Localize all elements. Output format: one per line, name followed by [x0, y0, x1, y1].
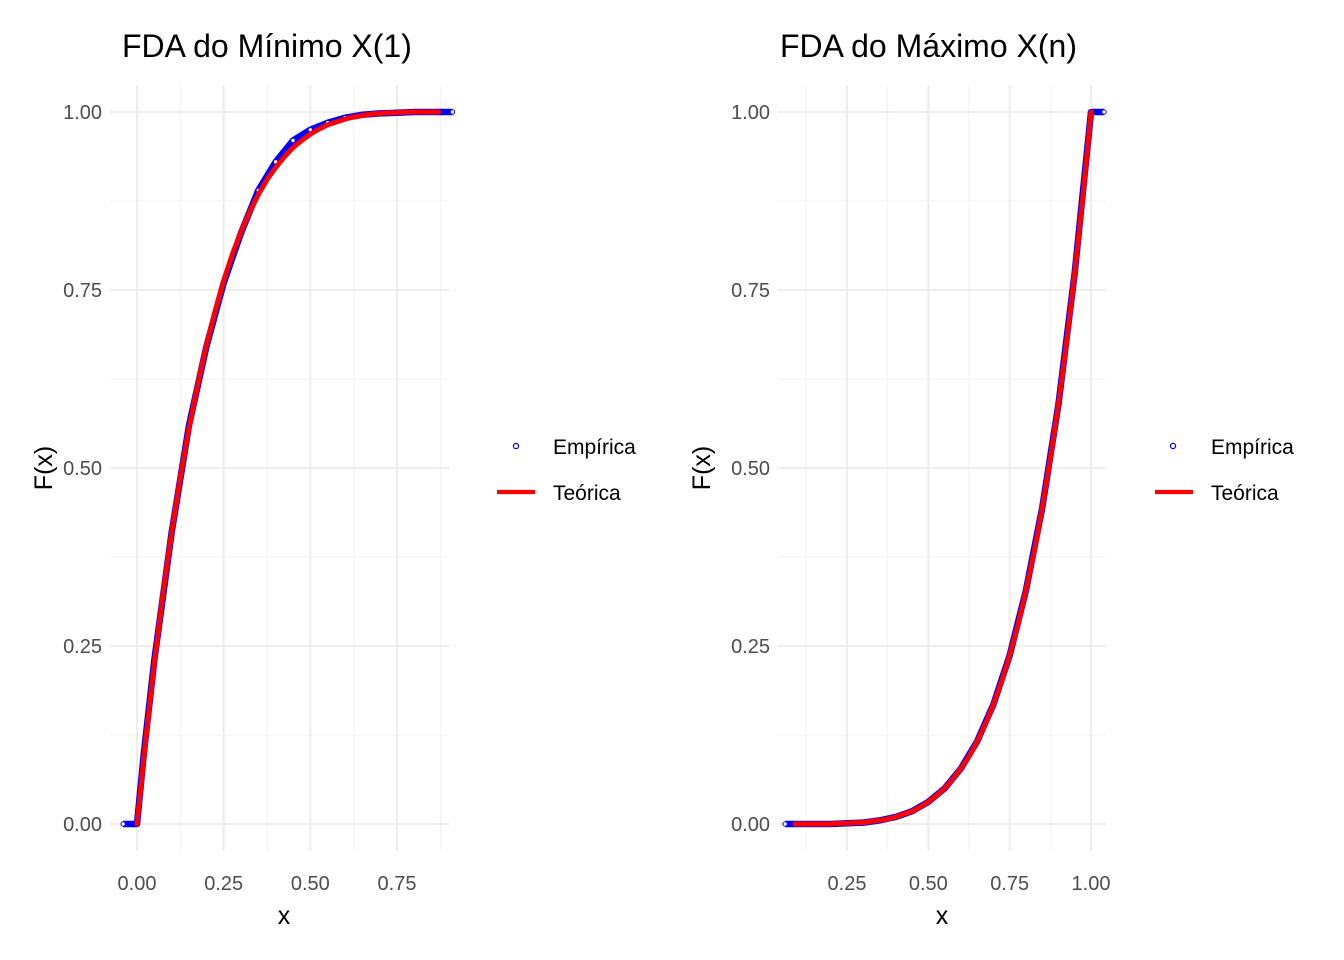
legend-point-key	[1169, 442, 1177, 450]
legend-label-empirica: Empírica	[553, 436, 636, 459]
plot-series	[782, 108, 1107, 828]
y-axis-label: F(x)	[688, 446, 716, 490]
x-tick-label: 0.25	[204, 873, 243, 895]
y-tick-label: 0.75	[63, 280, 102, 302]
data-point-empirica	[290, 137, 296, 144]
y-tick-label: 0.25	[731, 636, 770, 658]
data-point-empirica	[1101, 109, 1107, 115]
plot-grid	[110, 85, 449, 851]
panel-title: FDA do Máximo X(n)	[780, 28, 1077, 64]
legend: Empírica Teórica	[1155, 436, 1294, 505]
y-tick-label: 0.25	[63, 636, 102, 658]
data-point-empirica	[782, 821, 788, 827]
legend-label-teorica: Teórica	[553, 482, 621, 505]
y-tick-label: 0.00	[731, 814, 770, 836]
data-point-empirica	[120, 821, 126, 827]
x-tick-label: 0.50	[909, 873, 948, 895]
x-tick-label: 0.50	[291, 873, 330, 895]
tick-labels: 0.00 0.25 0.50 0.75 1.00 0.25 0.50 0.75 1.00	[731, 102, 1110, 895]
panel-title: FDA do Mínimo X(1)	[122, 28, 412, 64]
panel-maximum: FDA do Máximo X(n) 0.000.250.500.751.000…	[688, 28, 1294, 930]
x-tick-label: 0.75	[990, 873, 1029, 895]
x-tick-label: 0.75	[378, 873, 417, 895]
tick-labels: 0.00 0.25 0.50 0.75 1.00 0.00 0.25 0.50 0.75	[63, 102, 416, 895]
y-tick-label: 1.00	[731, 102, 770, 124]
x-tick-label: 1.00	[1072, 873, 1111, 895]
y-tick-label: 0.50	[63, 458, 102, 480]
y-axis-label: F(x)	[30, 446, 58, 490]
x-tick-label: 0.25	[828, 873, 867, 895]
x-tick-label: 0.00	[118, 873, 157, 895]
y-tick-label: 0.00	[63, 814, 102, 836]
y-tick-label: 0.50	[731, 458, 770, 480]
plot-grid	[778, 85, 1106, 851]
plot-series	[120, 108, 456, 828]
panel-minimum: FDA do Mínimo X(1) 0.000.250.500.751.000…	[30, 28, 636, 930]
series-line-teorica	[792, 109, 1094, 827]
y-tick-label: 1.00	[63, 102, 102, 124]
x-axis-label: x	[278, 902, 291, 930]
legend-label-empirica: Empírica	[1211, 436, 1294, 459]
legend: Empírica Teórica	[497, 436, 636, 505]
series-line-teorica	[134, 109, 442, 827]
x-axis-label: x	[936, 902, 949, 930]
legend-label-teorica: Teórica	[1211, 482, 1279, 505]
legend-point-key	[512, 442, 520, 450]
data-point-empirica	[449, 109, 456, 115]
y-tick-label: 0.75	[731, 280, 770, 302]
